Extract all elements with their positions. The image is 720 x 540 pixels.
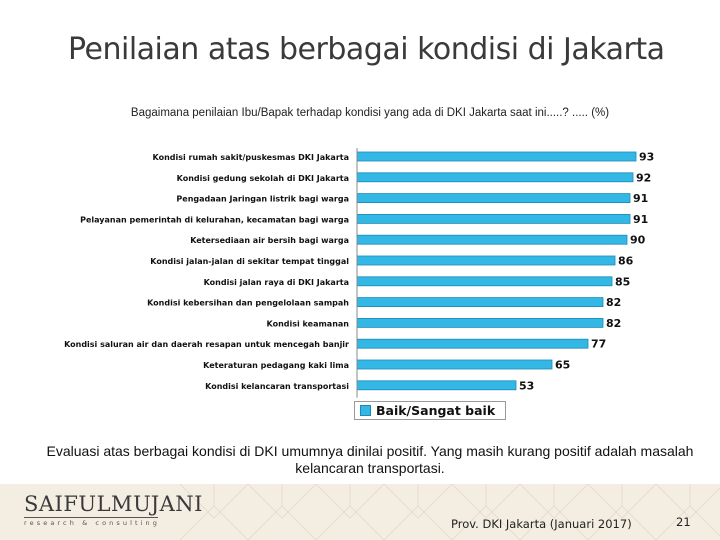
data-label: 65 [555,359,570,372]
bar [356,380,517,391]
bar [356,317,604,328]
company-logo: SAIFULMUJANI research & consulting [24,492,203,527]
category-label: Kondisi kebersihan dan pengelolaan sampa… [147,299,349,308]
slide-title: Penilaian atas berbagai kondisi di Jakar… [68,32,665,67]
bar [356,193,631,204]
legend-swatch [360,405,371,416]
bar [356,213,631,224]
category-label: Pelayanan pemerintah di kelurahan, kecam… [80,215,349,224]
data-label: 53 [519,379,534,392]
category-label: Kondisi saluran air dan daerah resapan u… [64,340,349,349]
category-label: Kondisi gedung sekolah di DKI Jakarta [177,174,349,183]
chart-legend: Baik/Sangat baik [354,401,506,420]
category-label: Kondisi keamanan [267,319,350,328]
footer-pattern [179,484,720,540]
bar [356,172,634,183]
bar [356,359,553,370]
data-label: 92 [636,171,651,184]
logo-main-text: SAIFULMUJANI [24,492,203,516]
data-label: 86 [618,255,634,268]
category-label: Keteraturan pedagang kaki lima [203,361,349,370]
page-number: 21 [676,515,691,529]
data-label: 91 [633,192,648,205]
bar [356,234,628,245]
data-label: 85 [615,275,630,288]
category-label: Ketersediaan air bersih bagi warga [190,236,349,245]
footer-source: Prov. DKI Jakarta (Januari 2017) [451,517,632,531]
logo-sub-text: research & consulting [24,519,161,527]
data-label: 82 [606,296,621,309]
data-label: 90 [630,234,646,247]
bar-chart: 93 Kondisi rumah sakit/puskesmas DKI Jaka… [64,148,654,398]
data-label: 82 [606,317,621,330]
survey-question: Bagaimana penilaian Ibu/Bapak terhadap k… [130,107,610,119]
data-label: 93 [639,151,654,164]
bar [356,276,613,287]
bar [356,151,637,162]
category-label: Pengadaan Jaringan listrik bagi warga [176,195,349,204]
category-label: Kondisi rumah sakit/puskesmas DKI Jakart… [153,153,349,162]
category-label: Kondisi kelancaran transportasi [205,382,349,391]
legend-label: Baik/Sangat baik [376,403,496,418]
bar [356,255,616,266]
category-label: Kondisi jalan-jalan di sekitar tempat ti… [150,257,349,266]
data-label: 77 [591,338,606,351]
category-label: Kondisi jalan raya di DKI Jakarta [204,278,349,287]
bar [356,338,589,349]
data-label: 91 [633,213,648,226]
logo-divider [24,517,158,518]
summary-text: Evaluasi atas berbagai kondisi di DKI um… [46,443,694,476]
bar [356,297,604,308]
footer-band [0,484,720,540]
